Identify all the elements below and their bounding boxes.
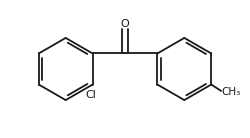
Text: CH₃: CH₃	[222, 87, 241, 97]
Text: Cl: Cl	[86, 90, 96, 100]
Text: O: O	[120, 19, 130, 29]
